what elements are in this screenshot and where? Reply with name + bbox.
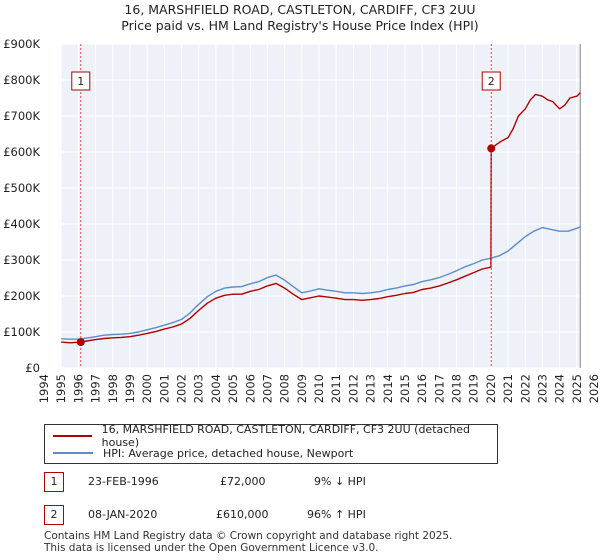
shade-post-data bbox=[580, 44, 594, 368]
sale-badge-1: 1 bbox=[44, 472, 64, 492]
x-tick-label: 2015 bbox=[398, 374, 412, 403]
y-tick-label: £400K bbox=[3, 217, 40, 231]
x-tick-label: 2024 bbox=[553, 374, 567, 403]
x-tick-label: 2007 bbox=[260, 374, 274, 403]
y-tick-label: £600K bbox=[3, 145, 40, 159]
legend-label-property: 16, MARSHFIELD ROAD, CASTLETON, CARDIFF,… bbox=[101, 423, 471, 449]
series-line-property bbox=[61, 92, 581, 344]
legend-item-property: 16, MARSHFIELD ROAD, CASTLETON, CARDIFF,… bbox=[53, 423, 497, 449]
sale-point-1 bbox=[76, 338, 85, 347]
x-tick-label: 2010 bbox=[312, 374, 326, 403]
series-line-hpi bbox=[61, 226, 581, 340]
x-tick-label: 2013 bbox=[364, 374, 378, 403]
x-tick-label: 2005 bbox=[226, 374, 240, 403]
y-tick-label: £0 bbox=[25, 361, 40, 375]
x-tick-label: 2026 bbox=[587, 374, 600, 403]
x-tick-label: 1998 bbox=[106, 374, 120, 403]
y-tick-label: £200K bbox=[3, 289, 40, 303]
sale-date-2: 08-JAN-2020 bbox=[88, 508, 158, 521]
x-tick-label: 1995 bbox=[54, 374, 68, 403]
x-tick-label: 1997 bbox=[89, 374, 103, 403]
sale-point-2 bbox=[487, 144, 496, 153]
legend-item-hpi: HPI: Average price, detached house, Newp… bbox=[53, 445, 353, 461]
footer-licence: This data is licensed under the Open Gov… bbox=[44, 542, 379, 554]
legend: 16, MARSHFIELD ROAD, CASTLETON, CARDIFF,… bbox=[44, 423, 498, 464]
series bbox=[61, 92, 581, 344]
x-tick-label: 2003 bbox=[192, 374, 206, 403]
x-tick-label: 2017 bbox=[432, 374, 446, 403]
x-tick-label: 1994 bbox=[37, 374, 51, 403]
x-tick-label: 1996 bbox=[71, 374, 85, 403]
y-tick-label: £100K bbox=[3, 325, 40, 339]
x-tick-label: 2014 bbox=[381, 374, 395, 403]
sale-hpi-1: 9% ↓ HPI bbox=[314, 475, 366, 488]
x-tick-label: 2008 bbox=[278, 374, 292, 403]
shade-pre-1995 bbox=[44, 44, 62, 368]
axes: £0 £100K £200K £300K £400K £500K £600K £700K £80… bbox=[3, 37, 600, 403]
x-tick-label: 2012 bbox=[346, 374, 360, 403]
x-tick-label: 2016 bbox=[415, 374, 429, 403]
x-tick-label: 2018 bbox=[450, 374, 464, 403]
sale-hpi-2: 96% ↑ HPI bbox=[307, 508, 366, 521]
x-tick-label: 2000 bbox=[140, 374, 154, 403]
x-tick-label: 2009 bbox=[295, 374, 309, 403]
y-tick-label: £800K bbox=[3, 73, 40, 87]
legend-swatch-hpi bbox=[53, 452, 93, 454]
footer-copyright: Contains HM Land Registry data © Crown c… bbox=[44, 530, 453, 542]
x-tick-label: 2025 bbox=[570, 374, 584, 403]
sale-badge-2: 2 bbox=[44, 505, 64, 525]
x-tick-label: 2011 bbox=[329, 374, 343, 403]
sale-box-label-1: 1 bbox=[77, 75, 84, 88]
x-tick-label: 1999 bbox=[123, 374, 137, 403]
x-tick-label: 2023 bbox=[535, 374, 549, 403]
y-tick-label: £500K bbox=[3, 181, 40, 195]
chart-subtitle: Price paid vs. HM Land Registry's House … bbox=[121, 18, 479, 33]
sale-box-label-2: 2 bbox=[488, 75, 495, 88]
legend-label-hpi: HPI: Average price, detached house, Newp… bbox=[103, 446, 354, 460]
x-tick-label: 2004 bbox=[209, 374, 223, 403]
x-tick-label: 2002 bbox=[175, 374, 189, 403]
sale-price-1: £72,000 bbox=[220, 475, 266, 488]
sale-date-1: 23-FEB-1996 bbox=[88, 475, 159, 488]
x-tick-label: 2021 bbox=[501, 374, 515, 403]
grid bbox=[43, 43, 595, 369]
x-tick-label: 2022 bbox=[518, 374, 532, 403]
x-tick-label: 2019 bbox=[467, 374, 481, 403]
legend-swatch-property bbox=[53, 435, 92, 437]
sale-box-1 bbox=[71, 71, 91, 91]
x-tick-label: 2006 bbox=[243, 374, 257, 403]
sale-price-2: £610,000 bbox=[216, 508, 269, 521]
y-tick-label: £900K bbox=[3, 37, 40, 51]
sale-box-2 bbox=[481, 71, 501, 91]
shaded-regions bbox=[44, 44, 594, 368]
chart-title: 16, MARSHFIELD ROAD, CASTLETON, CARDIFF,… bbox=[124, 2, 476, 17]
x-tick-label: 2020 bbox=[484, 374, 498, 403]
y-tick-label: £300K bbox=[3, 253, 40, 267]
y-tick-label: £700K bbox=[3, 109, 40, 123]
x-tick-label: 2001 bbox=[157, 374, 171, 403]
